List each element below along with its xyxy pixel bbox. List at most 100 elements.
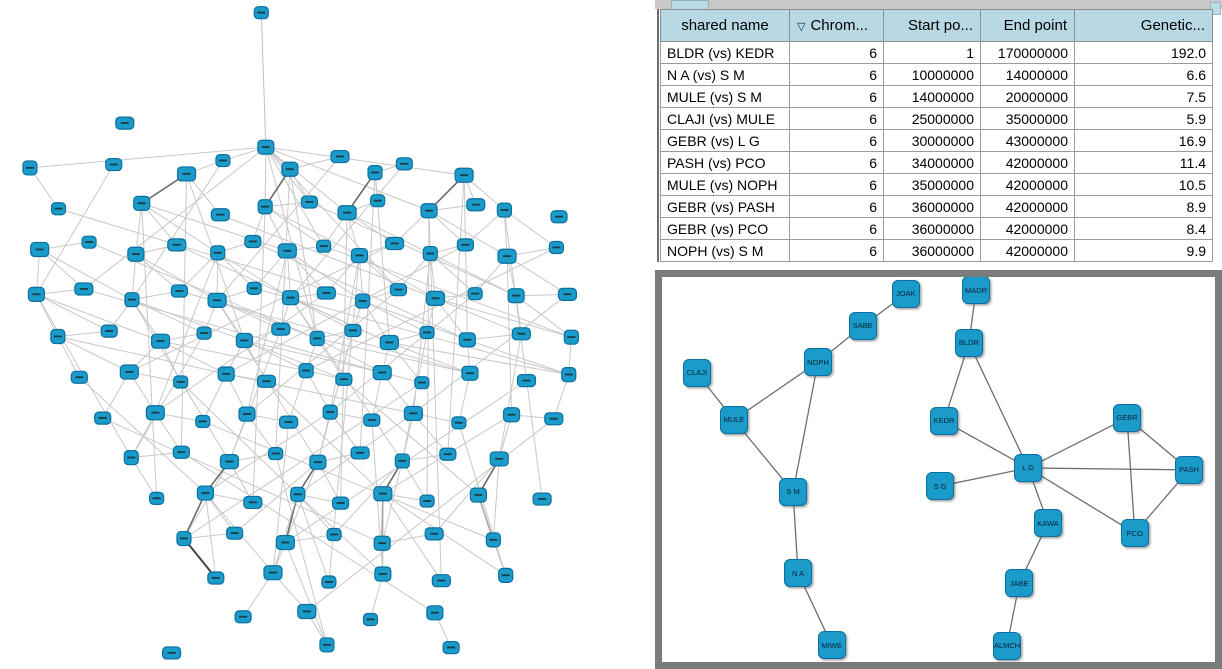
mini-network-node-MULE[interactable]: MULE [719,405,748,434]
cell-value[interactable]: 8.9 [1074,195,1213,218]
cell-value[interactable]: 30000000 [883,129,981,152]
mini-network-node-SM[interactable]: S M [779,477,808,506]
cell-value[interactable]: 6 [789,129,884,152]
cell-value[interactable]: 6 [789,195,884,218]
cell-value[interactable]: 6 [789,173,884,196]
cell-value[interactable]: 25000000 [883,107,981,130]
column-header-1[interactable]: ▽ Chrom... [789,9,884,42]
cell-value[interactable]: 11.4 [1074,151,1213,174]
mini-network-node-MADR[interactable]: MADR [962,277,991,305]
tab-fragment[interactable] [671,0,709,9]
cell-shared-name[interactable]: GEBR (vs) L G [660,129,790,152]
column-header-0[interactable]: shared name [660,9,790,42]
cell-value[interactable]: 6 [789,107,884,130]
cell-value[interactable]: 6 [789,217,884,240]
column-header-3[interactable]: End point [980,9,1075,42]
cell-value[interactable]: 43000000 [980,129,1075,152]
node-label-smudge [385,341,394,344]
cell-value[interactable]: 6 [789,85,884,108]
mini-network-node-PASH[interactable]: PASH [1175,455,1203,484]
mini-network-node-BLDR[interactable]: BLDR [954,328,983,357]
cell-value[interactable]: 6 [789,239,884,262]
cell-value[interactable]: 6 [789,41,884,64]
cell-shared-name[interactable]: MULE (vs) NOPH [660,173,790,196]
cell-value[interactable]: 36000000 [883,239,981,262]
cell-shared-name[interactable]: MULE (vs) S M [660,85,790,108]
table-row[interactable]: GEBR (vs) PASH 6 36000000 42000000 8.9 [660,195,1213,218]
cell-value[interactable]: 42000000 [980,195,1075,218]
table-row[interactable]: GEBR (vs) L G 6 30000000 43000000 16.9 [660,129,1213,152]
cell-shared-name[interactable]: CLAJI (vs) MULE [660,107,790,130]
table-row[interactable]: CLAJI (vs) MULE 6 25000000 35000000 5.9 [660,107,1213,130]
table-row[interactable]: NOPH (vs) S M 6 36000000 42000000 9.9 [660,239,1213,262]
table-row[interactable]: N A (vs) S M 6 10000000 14000000 6.6 [660,63,1213,86]
network-edge [340,212,348,504]
cell-value[interactable]: 35000000 [883,173,981,196]
cell-value[interactable]: 36000000 [883,217,981,240]
cell-value[interactable]: 7.5 [1074,85,1213,108]
network-edge [329,293,476,413]
cell-value[interactable]: 14000000 [980,63,1075,86]
cell-shared-name[interactable]: N A (vs) S M [660,63,790,86]
cell-shared-name[interactable]: GEBR (vs) PCO [660,217,790,240]
mini-network-node-JABE[interactable]: JABE [1005,569,1034,598]
mini-network-node-SG[interactable]: S G [926,472,955,501]
mini-network-node-LG[interactable]: L G [1014,453,1043,482]
mini-network-node-ALMCH[interactable]: ALMCH [993,631,1022,660]
mini-network-node-KAWA[interactable]: KAWA [1033,509,1062,537]
cell-value[interactable]: 1 [883,41,981,64]
cell-value[interactable]: 6 [789,151,884,174]
cell-value[interactable]: 6.6 [1074,63,1213,86]
cell-value[interactable]: 5.9 [1074,107,1213,130]
table-row[interactable]: GEBR (vs) PCO 6 36000000 42000000 8.4 [660,217,1213,240]
cell-value[interactable]: 10.5 [1074,173,1213,196]
cell-value[interactable]: 192.0 [1074,41,1213,64]
cell-shared-name[interactable]: PASH (vs) PCO [660,151,790,174]
cell-value[interactable]: 10000000 [883,63,981,86]
edge-attribute-table[interactable]: shared name ▽ Chrom... Start po... End point… [660,9,1213,262]
mini-network-node-MIWE[interactable]: MIWE [817,631,846,660]
cell-value[interactable]: 9.9 [1074,239,1213,262]
cell-value[interactable]: 42000000 [980,173,1075,196]
cell-value[interactable]: 8.4 [1074,217,1213,240]
column-header-4[interactable]: Genetic... [1074,9,1213,42]
table-row[interactable]: BLDR (vs) KEDR 6 1 170000000 192.0 [660,41,1213,64]
mini-network-node-NOPH[interactable]: NOPH [803,348,832,377]
cell-value[interactable]: 170000000 [980,41,1075,64]
cell-value[interactable]: 6 [789,63,884,86]
mini-network-node-NA[interactable]: N A [784,559,813,588]
table-panel: shared name ▽ Chrom... Start po... End point… [655,0,1222,266]
mini-network-node-KEDR[interactable]: KEDR [930,406,959,435]
cell-value[interactable]: 35000000 [980,107,1075,130]
scrollbar-fragment[interactable] [1210,2,1221,15]
network-edge [135,203,143,255]
node-label-smudge [367,419,376,421]
mini-network-node-GEBR[interactable]: GEBR [1113,403,1142,432]
cell-value[interactable]: 42000000 [980,239,1075,262]
cell-value[interactable]: 20000000 [980,85,1075,108]
mini-network-node-JOAK[interactable]: JOAK [891,279,920,308]
cell-shared-name[interactable]: BLDR (vs) KEDR [660,41,790,64]
mini-network-panel[interactable]: JOAK MADR SABE NOPH CLAJI MULE BLDR KEDR GEBR L G… [655,270,1222,669]
table-row[interactable]: PASH (vs) PCO 6 34000000 42000000 11.4 [660,151,1213,174]
cell-value[interactable]: 42000000 [980,151,1075,174]
main-network-view[interactable] [0,0,650,669]
mini-network-node-PCO[interactable]: PCO [1120,519,1149,548]
filter-icon[interactable]: ▽ [797,21,806,33]
cell-shared-name[interactable]: GEBR (vs) PASH [660,195,790,218]
main-network-canvas[interactable] [0,0,650,669]
column-header-2[interactable]: Start po... [883,9,981,42]
network-edge [29,146,266,169]
mini-network-canvas[interactable]: JOAK MADR SABE NOPH CLAJI MULE BLDR KEDR GEBR L G… [662,277,1215,662]
mini-network-node-CLAJI[interactable]: CLAJI [682,358,711,387]
table-row[interactable]: MULE (vs) S M 6 14000000 20000000 7.5 [660,85,1213,108]
mini-network-node-SABE[interactable]: SABE [848,311,877,340]
cell-value[interactable]: 16.9 [1074,129,1213,152]
node-label-smudge [463,338,472,341]
cell-value[interactable]: 36000000 [883,195,981,218]
cell-value[interactable]: 34000000 [883,151,981,174]
cell-value[interactable]: 42000000 [980,217,1075,240]
table-row[interactable]: MULE (vs) NOPH 6 35000000 42000000 10.5 [660,173,1213,196]
cell-value[interactable]: 14000000 [883,85,981,108]
cell-shared-name[interactable]: NOPH (vs) S M [660,239,790,262]
